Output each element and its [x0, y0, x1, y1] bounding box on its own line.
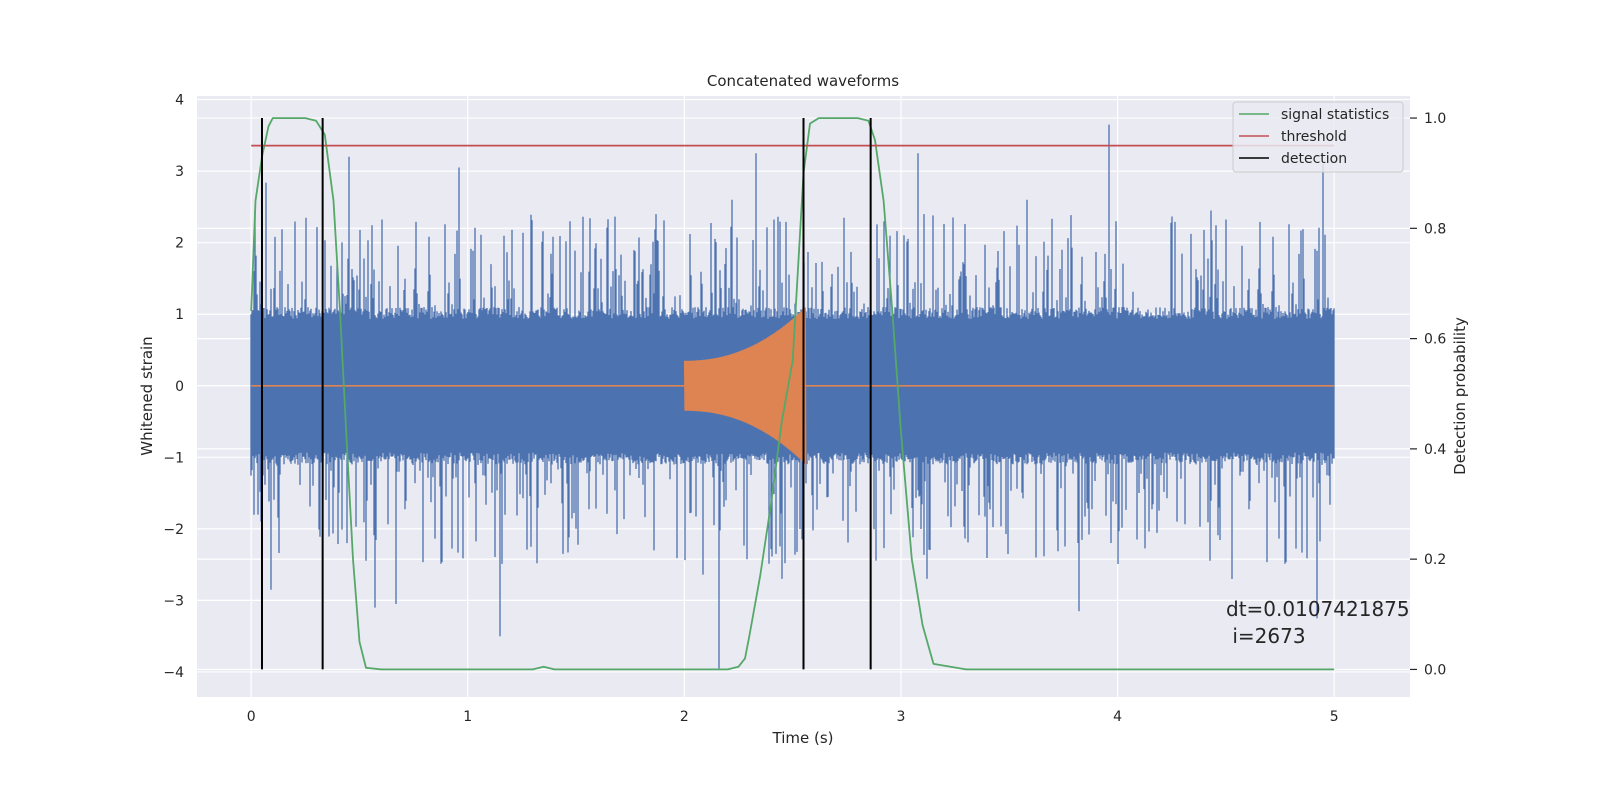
y-right-tick-label-2: 0.4	[1424, 442, 1446, 458]
y-tick-label-4: 4	[175, 93, 184, 109]
legend-box	[1232, 101, 1404, 173]
x-axis-ticks: 0 1 2 3 4 5	[247, 709, 1339, 725]
y-axis-right-label: Detection probability	[1451, 317, 1469, 475]
y-right-tick-label-0: 0.0	[1424, 662, 1446, 678]
legend-label-detection: detection	[1281, 151, 1347, 167]
legend-label-threshold: threshold	[1281, 129, 1347, 145]
y-right-tick-label-1: 0.2	[1424, 552, 1446, 568]
y-right-tick-label-3: 0.6	[1424, 332, 1446, 348]
detection-lines	[260, 118, 872, 670]
y-tick-label-3: 3	[175, 164, 184, 180]
y-tick-label--2: −2	[163, 522, 184, 538]
x-tick-label-4: 4	[1113, 709, 1122, 725]
y-tick-label--1: −1	[163, 450, 184, 466]
annotation-dt: dt=0.0107421875	[1226, 597, 1410, 621]
y-axis-label: Whitened strain	[138, 336, 156, 455]
y-right-tick-label-5: 1.0	[1424, 111, 1446, 127]
x-tick-label-1: 1	[463, 709, 472, 725]
y-tick-label--4: −4	[163, 665, 184, 681]
annotation-i: i=2673	[1226, 624, 1306, 648]
x-tick-label-2: 2	[680, 709, 689, 725]
left-axis-ticks: −4 −3 −2 −1 0 1 2 3 4	[163, 93, 184, 681]
x-axis-label: Time (s)	[772, 729, 834, 747]
x-tick-label-0: 0	[247, 709, 256, 725]
legend-label-signal-statistics: signal statistics	[1281, 107, 1389, 123]
series-whitened-strain	[250, 124, 1335, 669]
x-tick-label-3: 3	[897, 709, 906, 725]
x-tick-label-5: 5	[1330, 709, 1339, 725]
legend: signal statistics threshold detection	[1232, 101, 1404, 173]
y-tick-label--3: −3	[163, 593, 184, 609]
chart-title: Concatenated waveforms	[707, 72, 899, 90]
y-right-tick-label-4: 0.8	[1424, 221, 1446, 237]
y-tick-label-2: 2	[175, 236, 184, 252]
series-injected-signal-chirp	[683, 307, 807, 465]
y-tick-label-1: 1	[175, 307, 184, 323]
right-axis-ticks: 0.0 0.2 0.4 0.6 0.8 1.0	[1410, 111, 1446, 678]
y-tick-label-0: 0	[175, 379, 184, 395]
